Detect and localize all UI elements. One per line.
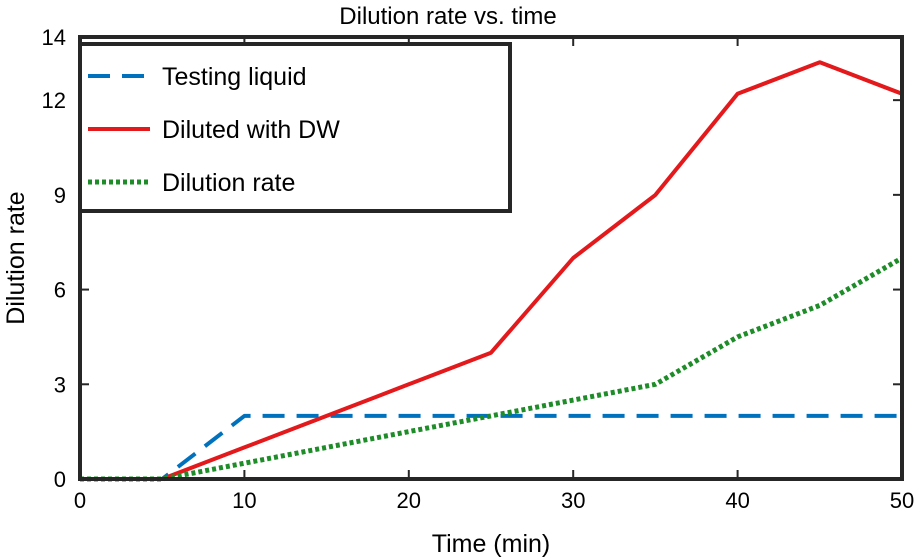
y-tick-label: 0 xyxy=(54,467,66,492)
x-tick-label: 20 xyxy=(397,488,421,513)
x-tick-label: 50 xyxy=(890,488,914,513)
y-tick-label: 12 xyxy=(42,88,66,113)
legend-label-testing-liquid: Testing liquid xyxy=(162,63,307,91)
series-line-testing-liquid xyxy=(80,413,902,481)
series-line-dilution-rate xyxy=(80,255,904,482)
chart-title: Dilution rate vs. time xyxy=(339,3,556,30)
y-tick-label: 6 xyxy=(54,278,66,303)
legend-box xyxy=(78,42,512,213)
y-tick-label: 9 xyxy=(54,183,66,208)
axis-ticks: 0 10 20 30 40 50 0 3 6 9 12 14 xyxy=(42,25,915,513)
x-tick-label: 10 xyxy=(232,488,256,513)
y-axis-label: Dilution rate xyxy=(2,191,30,324)
x-tick-label: 40 xyxy=(725,488,749,513)
y-tick-label: 3 xyxy=(54,372,66,397)
y-tick-label: 14 xyxy=(42,25,66,50)
legend-label-diluted-with-dw: Diluted with DW xyxy=(162,116,340,144)
x-tick-label: 0 xyxy=(74,488,86,513)
legend-label-dilution-rate: Dilution rate xyxy=(162,169,295,197)
x-axis-label: Time (min) xyxy=(432,530,551,558)
series-line-diluted-with-dw xyxy=(80,60,903,481)
x-tick-label: 30 xyxy=(561,488,585,513)
plot-frame xyxy=(78,35,904,481)
series-lines xyxy=(80,60,904,482)
legend: Testing liquid Diluted with DW Dilution ra… xyxy=(78,42,512,213)
